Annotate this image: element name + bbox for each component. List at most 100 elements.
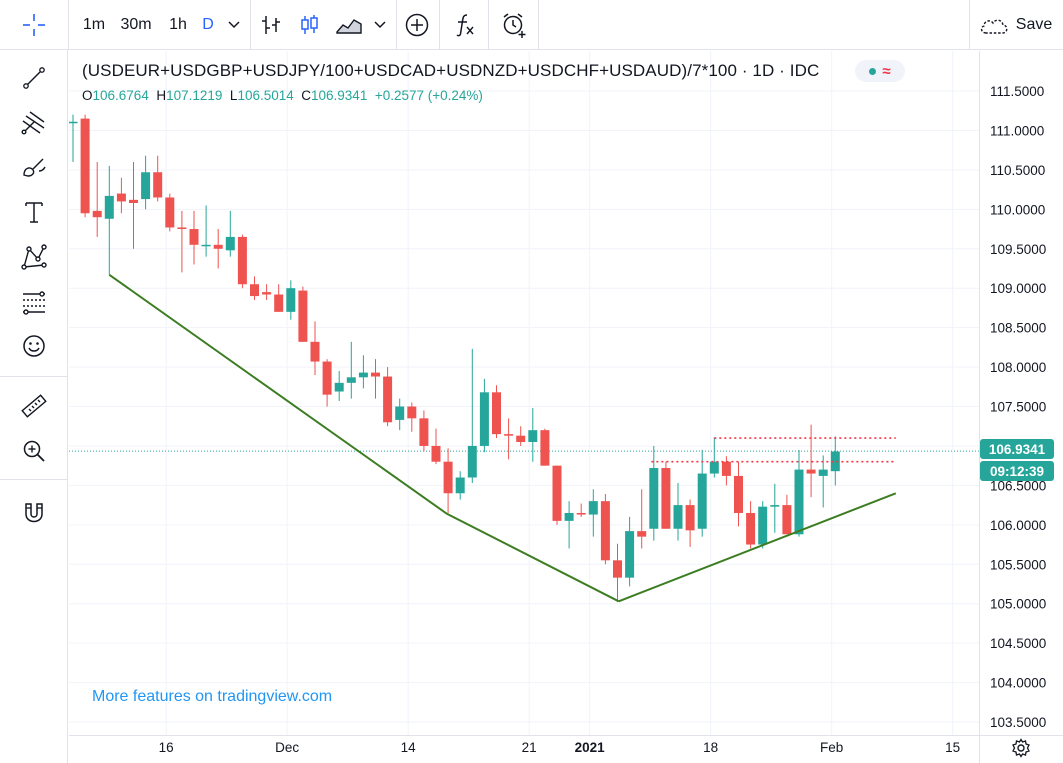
- price-tick-label: 111.5000: [990, 84, 1044, 99]
- candle-body: [516, 435, 526, 442]
- interval-1m[interactable]: 1m: [82, 16, 106, 33]
- candle-body: [492, 392, 501, 435]
- price-tick-label: 105.5000: [990, 557, 1046, 572]
- candle-body: [600, 501, 610, 561]
- price-tick-label: 110.5000: [990, 163, 1045, 178]
- interval-1h[interactable]: 1h: [169, 16, 187, 33]
- crosshair-top-icon[interactable]: [14, 0, 54, 50]
- alarm-icon[interactable]: [494, 0, 534, 50]
- candle-body: [782, 505, 792, 535]
- symbol-legend[interactable]: (USDEUR+USDGBP+USDJPY/100+USDCAD+USDNZD+…: [82, 61, 820, 80]
- wave-icon: ≈: [882, 62, 891, 80]
- candle-body: [479, 392, 489, 446]
- open-value: 106.6764: [92, 88, 149, 103]
- candle-body: [552, 465, 562, 521]
- fx-icon[interactable]: [446, 0, 484, 50]
- add-indicator-icon[interactable]: [398, 0, 436, 50]
- price-tick-label: 109.5000: [990, 242, 1046, 257]
- pattern-icon[interactable]: [0, 237, 68, 277]
- price-tick-label: 103.5000: [990, 715, 1046, 730]
- candle-body: [528, 430, 538, 442]
- drawing-toolbar: [0, 50, 68, 763]
- candle-body: [419, 418, 429, 446]
- candle-body: [637, 531, 647, 537]
- candle-body: [407, 406, 417, 419]
- candle-body: [564, 512, 574, 521]
- candle-body: [92, 210, 102, 218]
- candle-body: [153, 172, 163, 198]
- ruler-icon[interactable]: [0, 386, 68, 426]
- candle-body: [298, 290, 308, 342]
- candle-body: [225, 236, 235, 251]
- candle-body: [709, 461, 719, 474]
- price-tick-label: 106.0000: [990, 518, 1046, 533]
- low-value: 106.5014: [237, 88, 294, 103]
- ohlc-legend: O106.6764 H107.1219 L106.5014 C106.9341 …: [82, 88, 483, 103]
- fib-icon[interactable]: [0, 282, 68, 322]
- time-tick-label: 16: [159, 740, 174, 755]
- price-tick-label: 105.0000: [990, 597, 1046, 612]
- cloud-icon: [980, 19, 1008, 34]
- candle-body: [383, 376, 393, 423]
- candle-body: [431, 445, 441, 462]
- candle-body: [201, 244, 211, 247]
- interval-30m[interactable]: 30m: [120, 16, 152, 33]
- candle-body: [806, 469, 816, 474]
- zoom-icon[interactable]: [0, 431, 68, 471]
- time-tick-label: 18: [703, 740, 718, 755]
- close-value: 106.9341: [311, 88, 368, 103]
- time-tick-label: Feb: [820, 740, 843, 755]
- candle-body: [334, 382, 344, 392]
- tradingview-link[interactable]: More features on tradingview.com: [92, 688, 333, 705]
- time-tick-label: 2021: [575, 740, 606, 755]
- candle-body: [830, 451, 840, 472]
- candle-body: [818, 469, 828, 476]
- magnet-icon[interactable]: [0, 493, 68, 533]
- candle-body: [141, 172, 151, 200]
- candles-icon[interactable]: [292, 0, 326, 50]
- candle-body: [189, 229, 199, 245]
- time-tick-label: 21: [522, 740, 537, 755]
- chevron-down-icon-2[interactable]: [368, 0, 392, 50]
- candle-body: [746, 512, 756, 545]
- candle-body: [262, 292, 272, 295]
- settings-gear-icon[interactable]: [1007, 735, 1035, 761]
- candle-body: [116, 193, 126, 202]
- candle-body: [80, 118, 90, 214]
- candle-body: [673, 505, 683, 529]
- status-dot-icon: [869, 67, 877, 75]
- last-price-tag: 106.9341: [980, 439, 1054, 459]
- pitchfork-icon[interactable]: [0, 102, 68, 142]
- candle-body: [371, 372, 380, 377]
- price-tick-label: 110.0000: [990, 202, 1045, 217]
- text-icon[interactable]: [0, 192, 68, 232]
- bar-chart-icon[interactable]: [254, 0, 288, 50]
- candle-body: [310, 341, 320, 362]
- top-toolbar: 1m 30m 1h D Save: [0, 0, 1063, 50]
- brush-icon[interactable]: [0, 147, 68, 187]
- market-status-badge[interactable]: ≈: [855, 60, 905, 82]
- candle-body: [625, 531, 635, 578]
- trend-line-icon[interactable]: [0, 58, 68, 98]
- candle-body: [794, 469, 804, 535]
- interval-d[interactable]: D: [202, 16, 214, 33]
- candle-body: [467, 445, 477, 478]
- area-chart-icon[interactable]: [330, 0, 368, 50]
- save-button[interactable]: Save: [972, 0, 1058, 50]
- candle-body: [237, 236, 247, 285]
- candle-body: [250, 284, 259, 297]
- candle-body: [721, 461, 731, 476]
- candle-body: [177, 227, 187, 230]
- time-tick-label: 15: [945, 740, 960, 755]
- candle-body: [322, 361, 332, 395]
- price-tick-label: 109.0000: [990, 281, 1046, 296]
- candle-body: [770, 505, 780, 507]
- price-chart[interactable]: 111.5000 111.0000 110.5000 110.0000 109.5000…: [69, 51, 1063, 763]
- chart-pane[interactable]: 111.5000 111.0000 110.5000 110.0000 109.5000…: [69, 51, 1063, 763]
- emoji-icon[interactable]: [0, 326, 68, 366]
- price-tick-label: 104.5000: [990, 636, 1046, 651]
- chevron-down-icon[interactable]: [222, 0, 246, 50]
- candle-body: [213, 244, 223, 249]
- save-label: Save: [1015, 16, 1053, 33]
- candle-body: [165, 197, 175, 228]
